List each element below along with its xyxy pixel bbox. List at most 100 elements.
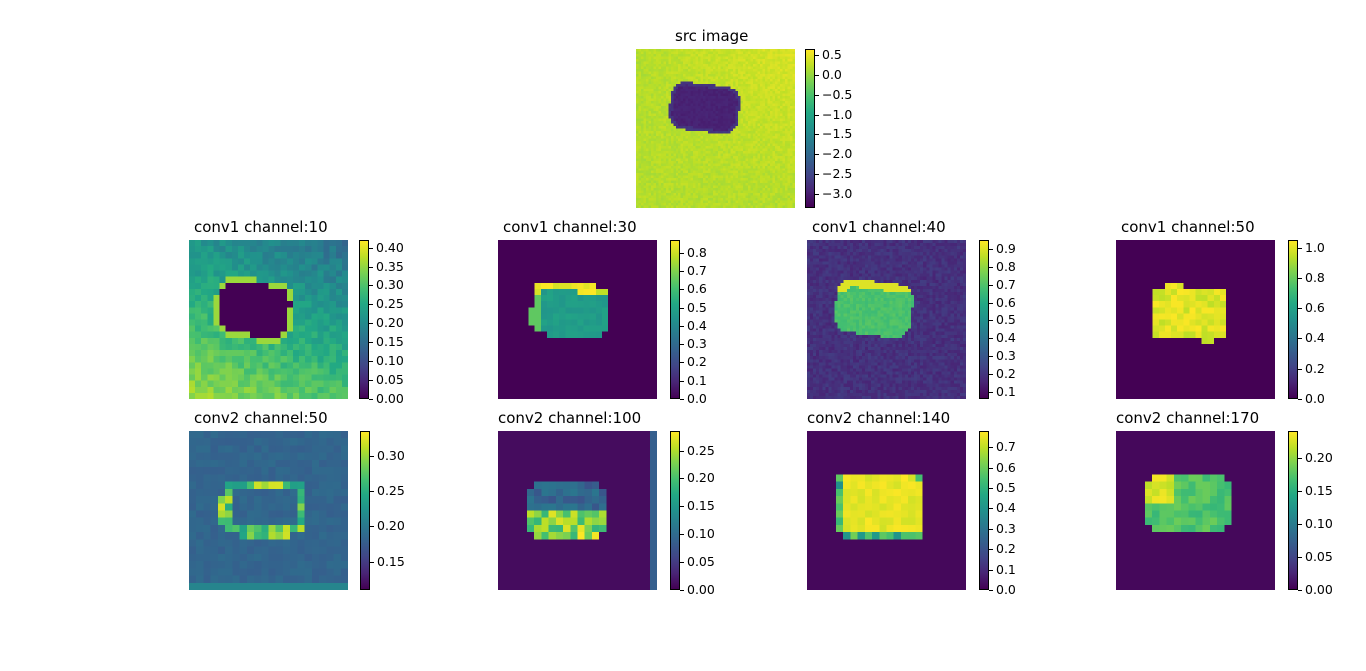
colorbar-tick-label: 0.00 — [376, 391, 404, 406]
colorbar-tick — [989, 338, 993, 339]
colorbar-tick — [989, 508, 993, 509]
colorbar-tick-label: 0.2 — [996, 366, 1016, 381]
heatmap-image — [1116, 431, 1275, 590]
colorbar — [979, 431, 989, 590]
colorbar-tick — [989, 320, 993, 321]
colorbar-tick-label: 0.25 — [376, 296, 404, 311]
heatmap-image — [189, 431, 348, 590]
colorbar-tick-label: 0.2 — [996, 541, 1016, 556]
colorbar-tick-label: 0.6 — [996, 295, 1016, 310]
colorbar-tick — [1298, 491, 1302, 492]
colorbar-tick — [815, 154, 819, 155]
colorbar-tick — [989, 249, 993, 250]
colorbar-tick — [815, 134, 819, 135]
colorbar-tick — [680, 308, 684, 309]
colorbar-tick — [680, 362, 684, 363]
colorbar-tick — [370, 491, 374, 492]
colorbar-tick — [989, 285, 993, 286]
colorbar-tick-label: 0.5 — [822, 47, 842, 62]
colorbar-tick — [1298, 590, 1302, 591]
colorbar-tick-label: 0.10 — [376, 353, 404, 368]
colorbar-tick-label: −2.0 — [822, 146, 853, 161]
colorbar-tick — [1298, 248, 1302, 249]
panel-title: src image — [675, 27, 749, 45]
colorbar-tick-label: 0.4 — [996, 500, 1016, 515]
colorbar-tick-label: 0.4 — [687, 318, 707, 333]
colorbar-tick-label: −2.5 — [822, 166, 853, 181]
colorbar-tick — [1298, 458, 1302, 459]
heatmap-image — [636, 49, 795, 208]
colorbar-tick — [989, 447, 993, 448]
panel-title: conv2 channel:140 — [807, 409, 951, 427]
colorbar-tick — [680, 562, 684, 563]
colorbar-tick-label: 0.9 — [996, 241, 1016, 256]
colorbar-tick — [680, 506, 684, 507]
colorbar-tick-label: 0.4 — [996, 330, 1016, 345]
colorbar — [805, 49, 815, 208]
colorbar-tick-label: 0.20 — [376, 315, 404, 330]
colorbar-tick-label: 0.1 — [996, 562, 1016, 577]
colorbar-tick-label: 0.1 — [687, 373, 707, 388]
colorbar-tick-label: 0.35 — [376, 259, 404, 274]
colorbar-tick — [369, 267, 373, 268]
colorbar — [1288, 431, 1298, 590]
colorbar-tick — [1298, 308, 1302, 309]
colorbar-tick-label: 0.3 — [687, 336, 707, 351]
colorbar-tick-label: 0.0 — [1305, 391, 1325, 406]
heatmap-canvas — [1116, 240, 1275, 399]
colorbar-tick-label: 0.8 — [1305, 270, 1325, 285]
colorbar-tick-label: 0.7 — [996, 439, 1016, 454]
colorbar-tick-label: 0.0 — [687, 391, 707, 406]
colorbar-tick — [989, 570, 993, 571]
colorbar-tick-label: −1.5 — [822, 126, 853, 141]
colorbar-tick — [680, 451, 684, 452]
colorbar-tick — [1298, 399, 1302, 400]
colorbar-tick — [989, 590, 993, 591]
colorbar-tick — [370, 562, 374, 563]
colorbar-tick-label: 0.30 — [376, 277, 404, 292]
colorbar-tick — [680, 590, 684, 591]
colorbar-tick — [680, 253, 684, 254]
colorbar — [1288, 240, 1298, 399]
colorbar-tick-label: 0.7 — [687, 263, 707, 278]
colorbar-tick — [370, 526, 374, 527]
colorbar-tick-label: 0.20 — [687, 470, 715, 485]
colorbar-tick — [989, 267, 993, 268]
colorbar-tick-label: 0.1 — [996, 384, 1016, 399]
colorbar-tick — [680, 534, 684, 535]
colorbar-tick — [815, 115, 819, 116]
heatmap-image — [807, 431, 966, 590]
colorbar-tick-label: 0.4 — [1305, 330, 1325, 345]
colorbar-tick-label: 0.6 — [1305, 300, 1325, 315]
colorbar-tick-label: 0.20 — [377, 518, 405, 533]
colorbar-tick-label: 0.10 — [1305, 516, 1333, 531]
colorbar-tick — [1298, 369, 1302, 370]
colorbar-tick-label: 0.5 — [687, 300, 707, 315]
colorbar-tick-label: 0.30 — [377, 448, 405, 463]
colorbar-tick-label: 0.05 — [687, 554, 715, 569]
colorbar-tick-label: 0.05 — [1305, 549, 1333, 564]
heatmap-canvas — [498, 240, 657, 399]
colorbar-tick — [1298, 278, 1302, 279]
colorbar-tick — [680, 381, 684, 382]
colorbar-tick — [989, 303, 993, 304]
colorbar-tick — [815, 55, 819, 56]
colorbar — [359, 240, 369, 399]
colorbar-tick — [680, 271, 684, 272]
colorbar-tick — [680, 478, 684, 479]
heatmap-image — [498, 431, 657, 590]
colorbar-tick-label: 0.8 — [996, 259, 1016, 274]
panel-title: conv2 channel:50 — [194, 409, 328, 427]
colorbar-tick — [369, 380, 373, 381]
heatmap-image — [807, 240, 966, 399]
colorbar-tick-label: 0.00 — [687, 582, 715, 597]
colorbar-tick-label: −0.5 — [822, 87, 853, 102]
colorbar-tick-label: 1.0 — [1305, 240, 1325, 255]
colorbar-tick — [369, 248, 373, 249]
colorbar-tick — [1298, 338, 1302, 339]
colorbar-tick-label: 0.6 — [996, 460, 1016, 475]
colorbar-tick-label: 0.15 — [687, 498, 715, 513]
heatmap-canvas — [498, 431, 657, 590]
heatmap-image — [189, 240, 348, 399]
heatmap-canvas — [636, 49, 795, 208]
